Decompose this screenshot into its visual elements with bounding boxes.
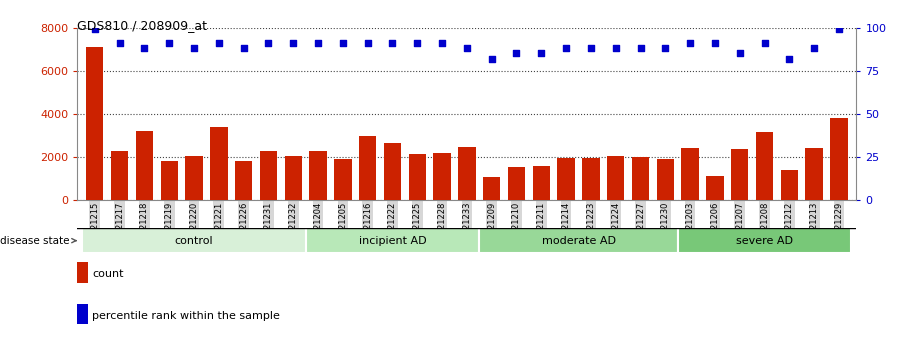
- Point: [335, 40, 350, 46]
- Bar: [558, 158, 575, 200]
- Text: percentile rank within the sample: percentile rank within the sample: [92, 311, 280, 321]
- Point: [558, 46, 573, 51]
- Bar: [706, 176, 723, 200]
- Bar: [87, 47, 104, 200]
- Bar: [359, 137, 376, 200]
- Bar: [483, 177, 500, 200]
- Point: [782, 56, 796, 61]
- Point: [757, 40, 772, 46]
- Bar: [607, 156, 624, 200]
- Point: [609, 46, 623, 51]
- Bar: [681, 148, 699, 200]
- Point: [138, 46, 152, 51]
- Bar: [781, 170, 798, 200]
- Point: [683, 40, 698, 46]
- Point: [261, 40, 276, 46]
- Bar: [805, 148, 823, 200]
- Bar: [260, 150, 277, 200]
- Bar: [160, 161, 178, 200]
- Point: [509, 51, 524, 56]
- Text: moderate AD: moderate AD: [541, 236, 616, 246]
- Bar: [310, 150, 327, 200]
- Bar: [210, 127, 228, 200]
- Point: [236, 46, 251, 51]
- Text: control: control: [175, 236, 213, 246]
- Bar: [632, 157, 650, 200]
- Point: [187, 46, 201, 51]
- Point: [211, 40, 226, 46]
- FancyBboxPatch shape: [479, 228, 678, 253]
- Point: [112, 40, 127, 46]
- Point: [361, 40, 375, 46]
- Point: [460, 46, 475, 51]
- Bar: [533, 166, 550, 200]
- Point: [162, 40, 177, 46]
- Bar: [384, 143, 401, 200]
- Point: [732, 51, 747, 56]
- FancyBboxPatch shape: [678, 228, 852, 253]
- Point: [658, 46, 672, 51]
- Bar: [830, 118, 847, 200]
- Bar: [334, 159, 352, 200]
- Point: [584, 46, 599, 51]
- Bar: [136, 131, 153, 200]
- Point: [485, 56, 499, 61]
- Bar: [657, 159, 674, 200]
- Bar: [507, 167, 525, 200]
- Bar: [409, 154, 426, 200]
- Point: [832, 27, 846, 32]
- Point: [633, 46, 648, 51]
- FancyBboxPatch shape: [306, 228, 479, 253]
- FancyBboxPatch shape: [82, 228, 306, 253]
- Bar: [284, 156, 302, 200]
- Bar: [582, 158, 599, 200]
- Point: [410, 40, 425, 46]
- Text: severe AD: severe AD: [736, 236, 793, 246]
- Bar: [756, 132, 773, 200]
- Point: [385, 40, 400, 46]
- Bar: [185, 156, 203, 200]
- Point: [286, 40, 301, 46]
- Bar: [111, 150, 128, 200]
- Bar: [434, 152, 451, 200]
- Point: [534, 51, 548, 56]
- Text: GDS810 / 208909_at: GDS810 / 208909_at: [77, 19, 208, 32]
- Text: incipient AD: incipient AD: [359, 236, 426, 246]
- Bar: [731, 149, 749, 200]
- Point: [311, 40, 325, 46]
- Point: [435, 40, 449, 46]
- Bar: [458, 147, 476, 200]
- Text: count: count: [92, 269, 124, 279]
- Point: [807, 46, 822, 51]
- Point: [708, 40, 722, 46]
- Point: [87, 27, 102, 32]
- Text: disease state: disease state: [0, 236, 76, 246]
- Bar: [235, 161, 252, 200]
